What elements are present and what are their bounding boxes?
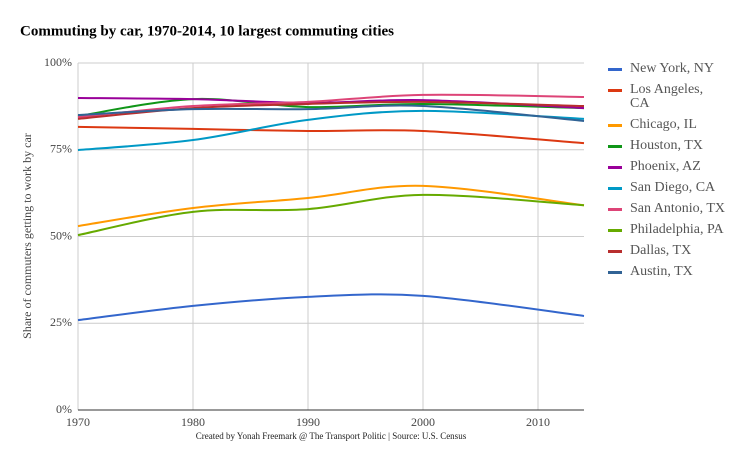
legend-swatch (608, 271, 622, 274)
series-line (77, 104, 585, 122)
x-tick-label: 2010 (526, 415, 550, 429)
y-axis-label: Share of commuters getting to work by ca… (20, 133, 34, 339)
legend-item: Dallas, TX (608, 244, 738, 258)
legend-item: Los Angeles, CA (608, 83, 738, 111)
legend-label: Chicago, IL (630, 117, 697, 132)
series-line (77, 125, 585, 145)
legend-label: Philadelphia, PA (630, 222, 724, 237)
x-tick-label: 1990 (296, 415, 320, 429)
y-tick-label: 50% (50, 228, 72, 242)
legend-item: Austin, TX (608, 265, 738, 279)
legend-swatch (608, 250, 622, 253)
legend-item: Chicago, IL (608, 118, 738, 132)
legend-label: Austin, TX (630, 264, 693, 279)
legend-label: New York, NY (630, 61, 715, 76)
series-line (77, 93, 585, 119)
legend-swatch (608, 145, 622, 148)
legend-swatch (608, 229, 622, 232)
series-line (77, 109, 585, 152)
legend-label: Houston, TX (630, 138, 703, 153)
legend-swatch (608, 89, 622, 92)
y-tick-label: 0% (56, 402, 72, 416)
legend-label: Phoenix, AZ (630, 159, 701, 174)
series-line (77, 97, 585, 118)
legend-label: San Diego, CA (630, 180, 716, 195)
legend-swatch (608, 208, 622, 211)
x-tick-label: 2000 (411, 415, 435, 429)
legend-swatch (608, 187, 622, 190)
x-tick-label: 1970 (66, 415, 90, 429)
series-line (77, 193, 585, 237)
legend-label: Los Angeles, CA (630, 82, 704, 111)
legend-swatch (608, 124, 622, 127)
legend-item: Philadelphia, PA (608, 223, 738, 237)
legend-label: Dallas, TX (630, 243, 692, 258)
legend: New York, NY Los Angeles, CA Chicago, IL Ho… (608, 62, 738, 286)
legend-item: San Antonio, TX (608, 202, 738, 216)
series-line (77, 293, 585, 322)
series-line (77, 184, 585, 228)
chart-title: Commuting by car, 1970-2014, 10 largest … (20, 23, 394, 39)
legend-label: San Antonio, TX (630, 201, 726, 216)
legend-item: San Diego, CA (608, 181, 738, 195)
source-note: Created by Yonah Freemark @ The Transpor… (196, 431, 467, 441)
y-tick-label: 100% (44, 55, 72, 69)
legend-swatch (608, 166, 622, 169)
x-tick-label: 1980 (181, 415, 205, 429)
legend-item: New York, NY (608, 62, 738, 76)
legend-swatch (608, 68, 622, 71)
y-tick-label: 75% (50, 142, 72, 156)
legend-item: Houston, TX (608, 139, 738, 153)
y-tick-label: 25% (50, 315, 72, 329)
legend-item: Phoenix, AZ (608, 160, 738, 174)
